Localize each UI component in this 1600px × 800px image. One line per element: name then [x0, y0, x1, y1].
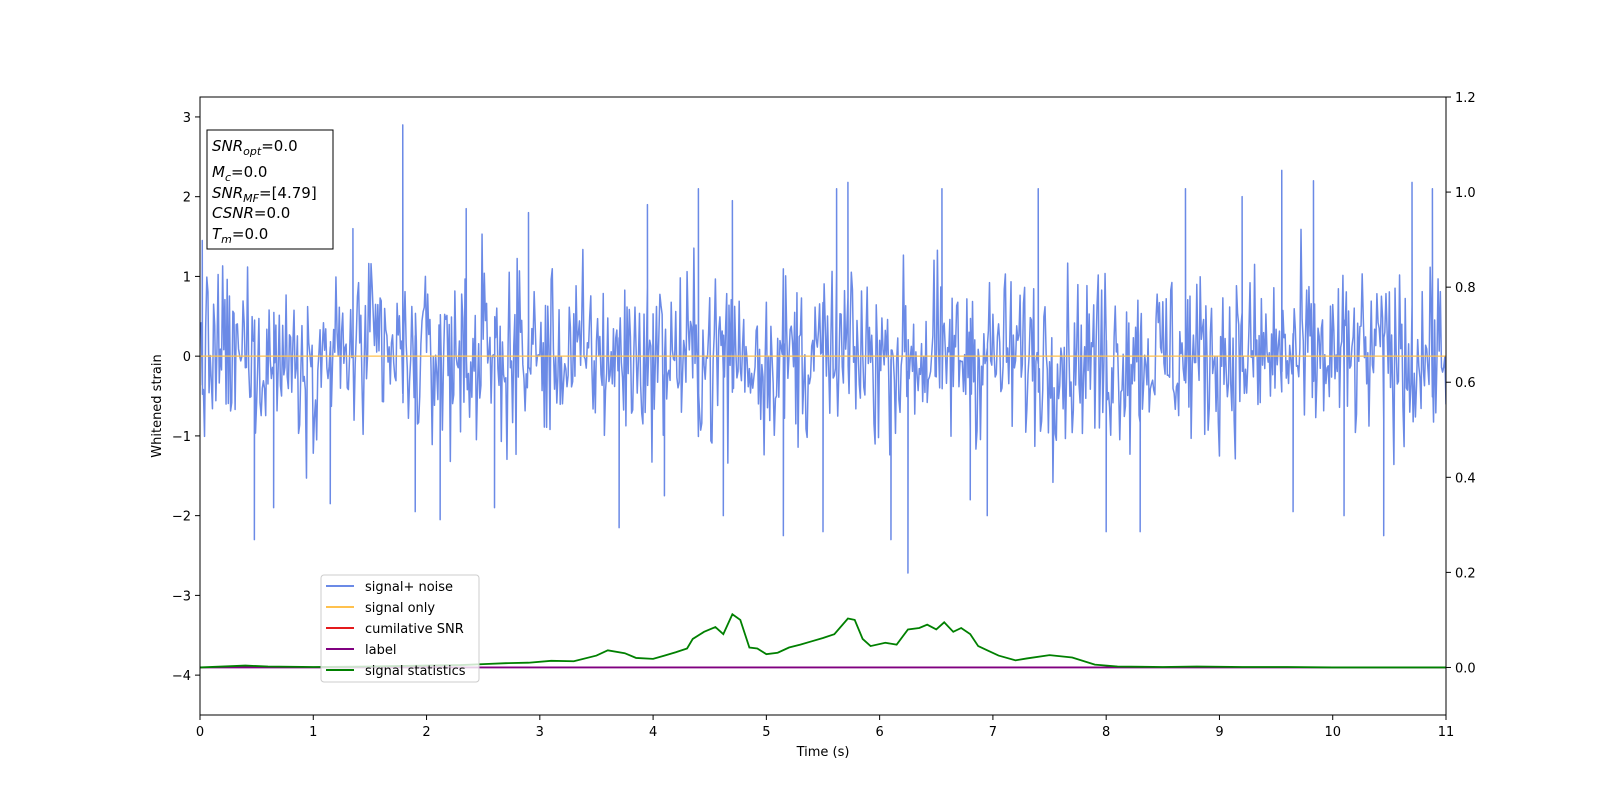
series-line-signal-statistics [200, 612, 1446, 669]
info-box: SNRopt=0.0Mc=0.0SNRMF=[4.79]CSNR=0.0Tm=0… [206, 129, 334, 250]
info-row-subscript: c [225, 171, 231, 184]
x-tick-label: 7 [989, 725, 997, 740]
x-tick-label: 1 [309, 725, 317, 740]
info-row-subscript: MF [243, 192, 259, 205]
right-y-tick-label: 0.4 [1455, 471, 1476, 486]
right-y-tick-label: 1.2 [1455, 91, 1476, 106]
info-row-subscript: opt [243, 145, 262, 158]
x-tick-label: 9 [1215, 725, 1223, 740]
left-y-tick-label: −3 [172, 589, 191, 604]
info-row-value: =0.0 [254, 204, 290, 222]
x-axis: 0 1 2 3 4 5 6 7 8 9 10 11 [196, 715, 1454, 740]
info-row: CSNR=0.0 [212, 204, 290, 222]
info-row-value: =[4.79] [259, 184, 317, 202]
right-y-tick-label: 0.2 [1455, 566, 1476, 581]
info-row: Mc=0.0 [212, 163, 267, 184]
info-row: SNRMF=[4.79] [212, 184, 317, 205]
right-y-tick-label: 0.0 [1455, 661, 1476, 676]
x-tick-label: 4 [649, 725, 657, 740]
legend-label: label [365, 643, 396, 658]
left-y-tick-label: 2 [183, 191, 191, 206]
info-row-label: SNR [212, 137, 243, 155]
x-tick-label: 8 [1102, 725, 1110, 740]
info-row-label: SNR [212, 184, 243, 202]
right-y-tick-label: 0.8 [1455, 281, 1476, 296]
right-y-tick-label: 1.0 [1455, 186, 1476, 201]
left-y-tick-label: −4 [172, 669, 191, 684]
right-y-tick-label: 0.6 [1455, 376, 1476, 391]
signal-noise-line [200, 124, 1446, 574]
left-y-axis-title: Whitened strain [150, 354, 165, 457]
left-y-tick-label: −2 [172, 510, 191, 525]
x-tick-label: 6 [875, 725, 883, 740]
x-tick-label: 10 [1324, 725, 1341, 740]
x-tick-label: 0 [196, 725, 204, 740]
info-row-value: =0.0 [232, 225, 268, 243]
legend-label: signal statistics [365, 664, 466, 679]
info-row-value: =0.0 [231, 163, 267, 181]
info-row: SNRopt=0.0 [212, 137, 298, 158]
left-y-tick-label: 1 [183, 270, 191, 285]
legend: signal+ noise signal only cumilative SNR la… [320, 574, 480, 683]
x-axis-title: Time (s) [796, 745, 850, 760]
info-row: Tm=0.0 [212, 225, 268, 246]
x-tick-label: 2 [422, 725, 430, 740]
x-tick-label: 11 [1438, 725, 1455, 740]
right-y-axis: 0.0 0.2 0.4 0.6 0.8 1.0 1.2 [1446, 91, 1476, 676]
left-y-tick-label: 0 [183, 350, 191, 365]
legend-label: cumilative SNR [365, 622, 464, 637]
info-row-label: T [212, 225, 223, 243]
info-box-frame [206, 129, 334, 250]
info-row-value: =0.0 [261, 137, 297, 155]
legend-label: signal only [365, 601, 435, 616]
left-y-tick-label: 3 [183, 111, 191, 126]
info-row-label: CSNR [212, 204, 254, 222]
x-tick-label: 5 [762, 725, 770, 740]
axes-frame [199, 96, 1447, 716]
left-y-tick-label: −1 [172, 430, 191, 445]
info-row-label: M [212, 163, 225, 181]
legend-label: signal+ noise [365, 580, 453, 595]
info-row-subscript: m [221, 233, 232, 246]
legend-frame [320, 574, 480, 683]
signal-noise-series [200, 124, 1446, 574]
left-y-axis: −4 −3 −2 −1 0 1 2 3 [172, 111, 200, 684]
x-tick-label: 3 [536, 725, 544, 740]
